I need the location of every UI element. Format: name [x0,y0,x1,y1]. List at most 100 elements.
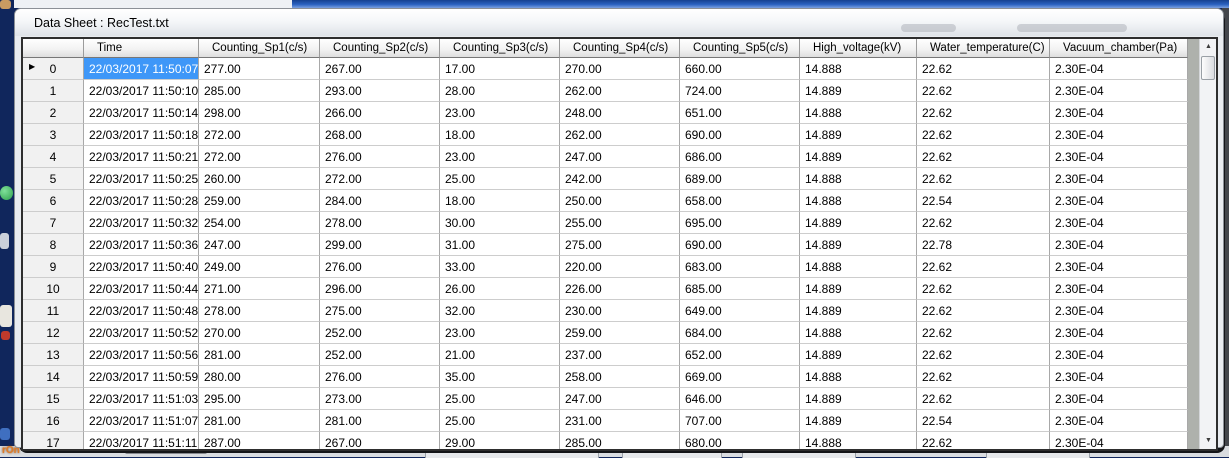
cell[interactable]: 33.00 [440,256,560,278]
cell[interactable]: 275.00 [320,300,440,322]
row-header[interactable]: 10 [23,278,84,300]
cell[interactable]: 26.00 [440,278,560,300]
column-header[interactable]: Counting_Sp2(c/s) [320,39,440,58]
cell[interactable]: 2.30E-04 [1050,168,1188,190]
cell[interactable]: 14.889 [800,300,917,322]
cell[interactable]: 724.00 [680,80,800,102]
cell[interactable]: 2.30E-04 [1050,124,1188,146]
cell[interactable]: 22.62 [917,124,1050,146]
cell[interactable]: 14.888 [800,256,917,278]
cell[interactable]: 22.62 [917,432,1050,449]
cell[interactable]: 22/03/2017 11:50:59 [84,366,199,388]
cell[interactable]: 25.00 [440,388,560,410]
cell[interactable]: 2.30E-04 [1050,146,1188,168]
cell[interactable]: 277.00 [199,58,320,80]
row-header[interactable]: 14 [23,366,84,388]
row-header[interactable]: 5 [23,168,84,190]
cell[interactable]: 295.00 [199,388,320,410]
cell[interactable]: 298.00 [199,102,320,124]
column-header[interactable]: Counting_Sp4(c/s) [560,39,680,58]
cell[interactable]: 262.00 [560,124,680,146]
cell[interactable]: 2.30E-04 [1050,388,1188,410]
cell[interactable]: 22/03/2017 11:50:44 [84,278,199,300]
scrollbar-thumb[interactable] [1201,56,1215,80]
cell[interactable]: 276.00 [320,366,440,388]
cell[interactable]: 22/03/2017 11:50:52 [84,322,199,344]
cell[interactable]: 707.00 [680,410,800,432]
cell[interactable]: 652.00 [680,344,800,366]
row-header[interactable]: 16 [23,410,84,432]
cell[interactable]: 285.00 [199,80,320,102]
cell[interactable]: 14.888 [800,322,917,344]
cell[interactable]: 293.00 [320,80,440,102]
cell[interactable]: 22.62 [917,102,1050,124]
row-header[interactable]: 4 [23,146,84,168]
cell[interactable]: 22/03/2017 11:50:18 [84,124,199,146]
cell[interactable]: 689.00 [680,168,800,190]
cell[interactable]: 22.62 [917,256,1050,278]
cell[interactable]: 646.00 [680,388,800,410]
cell[interactable]: 22.62 [917,366,1050,388]
cell[interactable]: 22/03/2017 11:50:10 [84,80,199,102]
cell[interactable]: 14.888 [800,432,917,449]
column-header[interactable]: High_voltage(kV) [800,39,917,58]
cell[interactable]: 272.00 [199,146,320,168]
cell[interactable]: 28.00 [440,80,560,102]
cell[interactable]: 22/03/2017 11:50:21 [84,146,199,168]
column-header[interactable]: Vacuum_chamber(Pa) [1050,39,1188,58]
cell[interactable]: 25.00 [440,410,560,432]
row-header[interactable]: 7 [23,212,84,234]
cell[interactable]: 14.889 [800,124,917,146]
cell[interactable]: 276.00 [320,146,440,168]
cell[interactable]: 22.54 [917,190,1050,212]
row-header[interactable]: 15 [23,388,84,410]
cell[interactable]: 281.00 [199,344,320,366]
cell[interactable]: 254.00 [199,212,320,234]
cell[interactable]: 2.30E-04 [1050,366,1188,388]
column-header[interactable]: Counting_Sp3(c/s) [440,39,560,58]
cell[interactable]: 649.00 [680,300,800,322]
scrollbar-down-button[interactable]: ▼ [1200,433,1216,449]
cell[interactable]: 268.00 [320,124,440,146]
cell[interactable]: 669.00 [680,366,800,388]
cell[interactable]: 249.00 [199,256,320,278]
cell[interactable]: 30.00 [440,212,560,234]
cell[interactable]: 278.00 [199,300,320,322]
cell[interactable]: 22/03/2017 11:50:56 [84,344,199,366]
cell[interactable]: 690.00 [680,234,800,256]
cell[interactable]: 14.889 [800,344,917,366]
row-header[interactable]: 2 [23,102,84,124]
cell[interactable]: 2.30E-04 [1050,212,1188,234]
cell[interactable]: 231.00 [560,410,680,432]
column-header[interactable]: Counting_Sp5(c/s) [680,39,800,58]
row-header[interactable]: 8 [23,234,84,256]
row-header[interactable]: 11 [23,300,84,322]
scrollbar-up-button[interactable]: ▲ [1200,39,1216,55]
cell[interactable]: 281.00 [320,410,440,432]
cell[interactable]: 280.00 [199,366,320,388]
cell[interactable]: 284.00 [320,190,440,212]
cell[interactable]: 22.62 [917,168,1050,190]
cell[interactable]: 272.00 [320,168,440,190]
cell[interactable]: 237.00 [560,344,680,366]
row-header[interactable]: 6 [23,190,84,212]
cell[interactable]: 29.00 [440,432,560,449]
cell[interactable]: 22.62 [917,146,1050,168]
vertical-scrollbar[interactable]: ▲ ▼ [1199,39,1216,449]
cell[interactable]: 299.00 [320,234,440,256]
cell[interactable]: 680.00 [680,432,800,449]
cell[interactable]: 2.30E-04 [1050,410,1188,432]
row-header[interactable]: 12 [23,322,84,344]
cell[interactable]: 270.00 [560,58,680,80]
cell[interactable]: 252.00 [320,322,440,344]
cell[interactable]: 651.00 [680,102,800,124]
cell[interactable]: 22/03/2017 11:51:03 [84,388,199,410]
cell[interactable]: 2.30E-04 [1050,256,1188,278]
cell[interactable]: 258.00 [560,366,680,388]
cell[interactable]: 259.00 [199,190,320,212]
cell[interactable]: 22.62 [917,80,1050,102]
cell[interactable]: 285.00 [560,432,680,449]
cell[interactable]: 14.888 [800,58,917,80]
cell[interactable]: 270.00 [199,322,320,344]
cell[interactable]: 242.00 [560,168,680,190]
